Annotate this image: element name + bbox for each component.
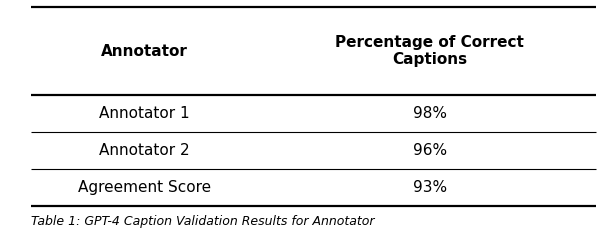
- Text: Percentage of Correct
Captions: Percentage of Correct Captions: [335, 35, 524, 67]
- Text: Annotator: Annotator: [101, 44, 188, 59]
- Text: Table 1: GPT-4 Caption Validation Results for Annotator: Table 1: GPT-4 Caption Validation Result…: [31, 215, 374, 228]
- Text: Agreement Score: Agreement Score: [78, 180, 211, 195]
- Text: 93%: 93%: [413, 180, 447, 195]
- Text: Annotator 1: Annotator 1: [99, 106, 190, 121]
- Text: Annotator 2: Annotator 2: [99, 143, 190, 158]
- Text: 98%: 98%: [413, 106, 447, 121]
- Text: 96%: 96%: [413, 143, 447, 158]
